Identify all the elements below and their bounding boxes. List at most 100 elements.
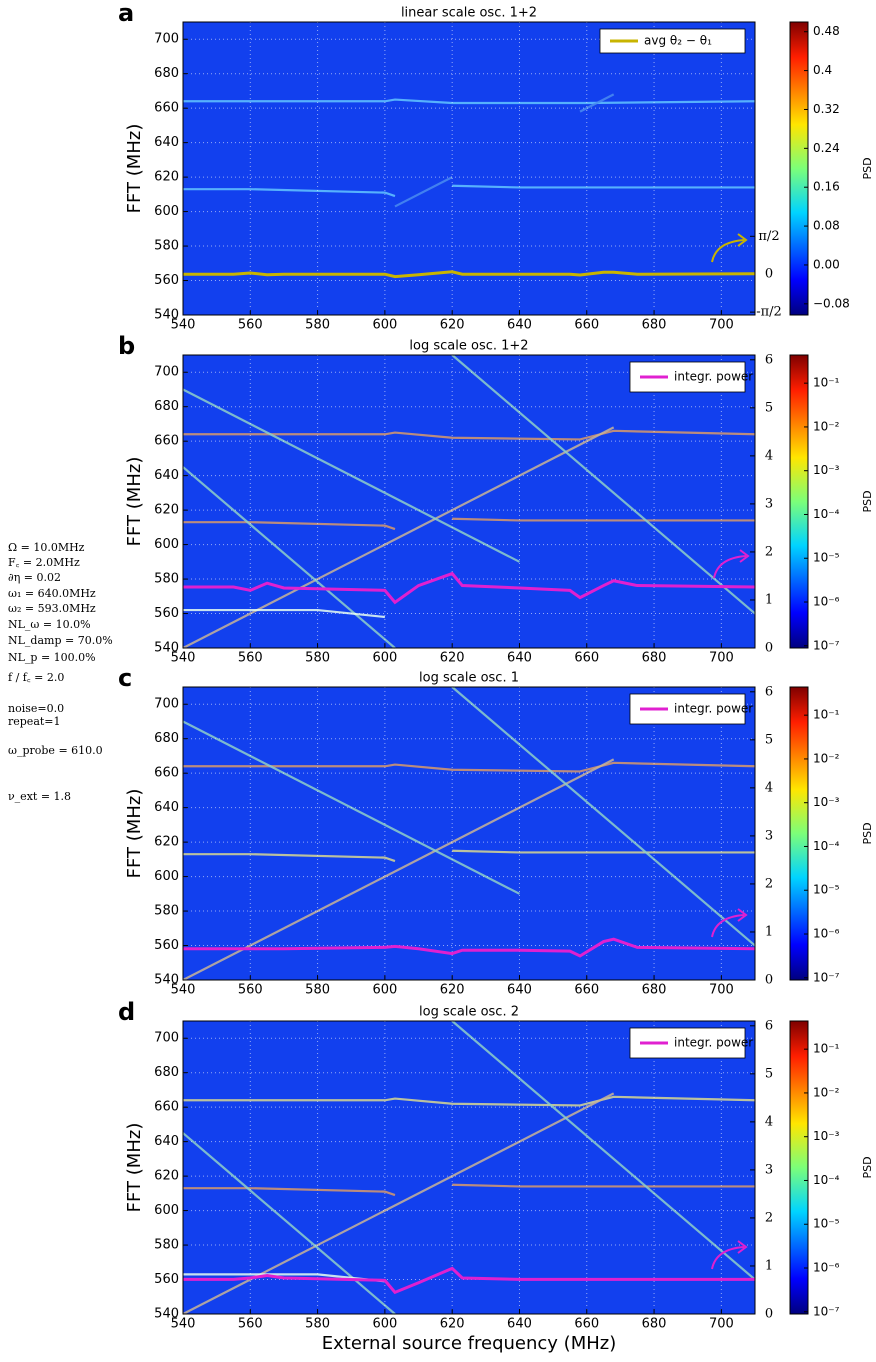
colorbar-tick-label: 10⁻¹ (813, 1042, 840, 1056)
x-tick-label: 540 (171, 651, 196, 666)
axis-arrow-head (737, 1240, 748, 1254)
legend-label: integr. power (674, 370, 753, 384)
colorbar (789, 21, 809, 316)
colorbar-label: PSD (861, 157, 874, 179)
y2-tick-label: π/2 (758, 229, 779, 244)
colorbar-tick-label: 10⁻⁷ (813, 970, 840, 984)
parameter: noise=0.0 (8, 702, 64, 715)
y2-tick-label: 0 (765, 973, 773, 988)
x-tick-label: 540 (171, 318, 196, 333)
axis-arrow (711, 1246, 745, 1270)
colorbar-tick-label: 10⁻⁵ (813, 883, 840, 897)
plot-frame (182, 1020, 756, 1315)
colorbar-tick-label: 10⁻³ (813, 1129, 840, 1143)
colorbar-tick-label: 10⁻⁴ (813, 507, 840, 521)
x-tick-label: 540 (171, 1317, 196, 1332)
y-tick-label: 560 (154, 606, 179, 621)
y2-tick-label: -π/2 (756, 305, 782, 320)
spectral-trace (182, 466, 396, 649)
y2-tick-label: 6 (765, 1018, 773, 1033)
colorbar-tick-label: 10⁻¹ (813, 708, 840, 722)
panel-label: a (118, 0, 134, 27)
colorbar-tick-label: 10⁻⁴ (813, 1173, 840, 1187)
y-tick-label: 640 (154, 468, 179, 483)
y-tick-label: 680 (154, 66, 179, 81)
y2-tick-label: 2 (765, 876, 773, 891)
y2-tick-label: 5 (765, 732, 773, 747)
legend-label: integr. power (674, 702, 753, 716)
series-line (183, 1266, 755, 1295)
panel-label: b (118, 332, 135, 360)
axis-arrow-head (737, 908, 748, 922)
y2-tick-label: 2 (765, 544, 773, 559)
y-tick-label: 660 (154, 101, 179, 116)
spectral-trace (183, 429, 756, 441)
x-tick-label: 640 (507, 1317, 532, 1332)
y-tick-label: 620 (154, 1169, 179, 1184)
legend-label: integr. power (674, 1036, 753, 1050)
y2-tick-label: 4 (765, 780, 773, 795)
spectral-trace (452, 849, 755, 854)
x-tick-label: 680 (642, 983, 667, 998)
axis-arrow (711, 239, 745, 263)
axis-arrow-head (739, 549, 750, 563)
x-tick-label: 680 (642, 651, 667, 666)
x-tick-label: 620 (440, 1317, 465, 1332)
colorbar-label: PSD (861, 490, 874, 512)
y2-tick-label: 1 (765, 592, 773, 607)
y-tick-label: 560 (154, 938, 179, 953)
y2-tick-label: 1 (765, 924, 773, 939)
y-tick-label: 680 (154, 731, 179, 746)
y-tick-label: 660 (154, 1100, 179, 1115)
colorbar-tick-label: 10⁻¹ (813, 376, 840, 390)
plot-frame (182, 354, 756, 649)
x-tick-label: 580 (305, 983, 330, 998)
colorbar-tick-label: −0.08 (813, 296, 850, 310)
y-tick-label: 600 (154, 204, 179, 219)
x-tick-label: 640 (507, 318, 532, 333)
x-tick-label: 660 (574, 1317, 599, 1332)
y-axis-label: FFT (MHz) (124, 789, 145, 879)
x-tick-label: 600 (372, 1317, 397, 1332)
x-tick-label: 700 (709, 318, 734, 333)
spectral-trace (451, 686, 756, 947)
x-tick-label: 580 (305, 651, 330, 666)
spectral-trace (183, 608, 385, 619)
x-tick-label: 700 (709, 983, 734, 998)
x-tick-label: 700 (709, 651, 734, 666)
y2-tick-label: 4 (765, 448, 773, 463)
x-tick-label: 640 (507, 651, 532, 666)
parameter: f / f꜀ = 2.0 (8, 671, 64, 684)
y-tick-label: 600 (154, 537, 179, 552)
x-tick-label: 620 (440, 651, 465, 666)
y-tick-label: 560 (154, 1272, 179, 1287)
y2-tick-label: 4 (765, 1114, 773, 1129)
y-axis-label: FFT (MHz) (124, 457, 145, 547)
colorbar (789, 686, 809, 981)
colorbar-tick-label: 10⁻⁵ (813, 1217, 840, 1231)
plot-frame (182, 21, 756, 316)
y-axis-label: FFT (MHz) (124, 1123, 145, 1213)
y-tick-label: 620 (154, 835, 179, 850)
x-tick-label: 660 (574, 651, 599, 666)
colorbar-tick-label: 10⁻² (813, 751, 840, 765)
x-tick-label: 560 (238, 318, 263, 333)
axis-arrow (713, 555, 747, 579)
colorbar-tick-label: 0.16 (813, 180, 840, 194)
colorbar-tick-label: 0.08 (813, 219, 840, 233)
y-tick-label: 640 (154, 800, 179, 815)
y-tick-label: 540 (154, 973, 179, 988)
y2-tick-label: 1 (765, 1258, 773, 1273)
colorbar-tick-label: 10⁻⁷ (813, 638, 840, 652)
colorbar-tick-label: 10⁻³ (813, 795, 840, 809)
colorbar-tick-label: 10⁻⁷ (813, 1304, 840, 1318)
y2-tick-label: 5 (765, 1066, 773, 1081)
x-tick-label: 540 (171, 983, 196, 998)
y-tick-label: 640 (154, 135, 179, 150)
series-line (183, 571, 756, 605)
y-tick-label: 600 (154, 1203, 179, 1218)
series-line (183, 937, 756, 958)
